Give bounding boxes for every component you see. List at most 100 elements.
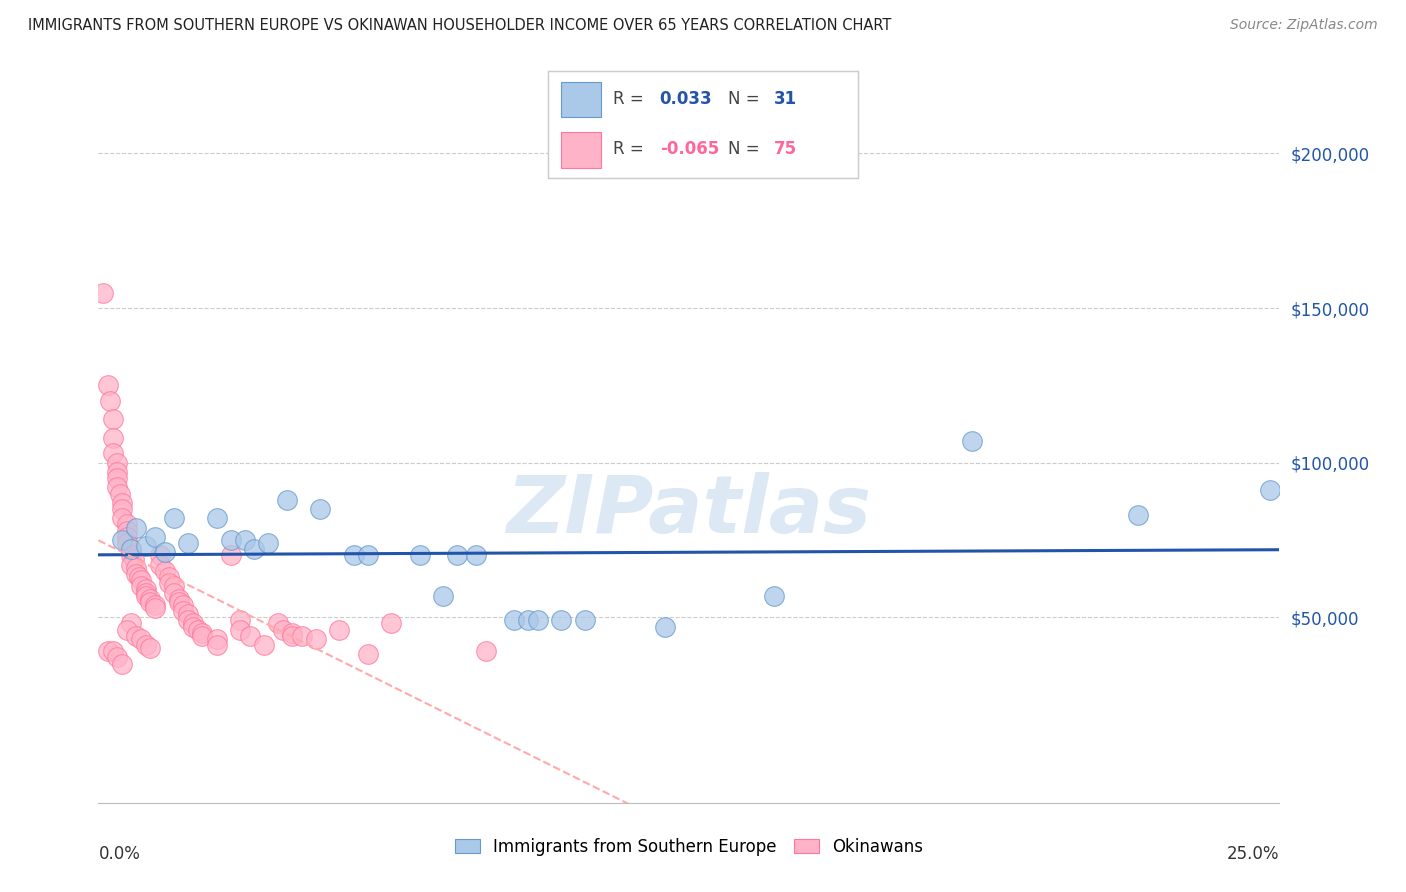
Point: [97, 378, 120, 392]
Point: [125, 520, 148, 534]
Point: [111, 657, 134, 671]
Point: [526, 613, 548, 627]
Point: [163, 579, 186, 593]
Point: [135, 582, 157, 597]
Text: Source: ZipAtlas.com: Source: ZipAtlas.com: [1230, 18, 1378, 32]
Point: [115, 524, 138, 538]
Point: [128, 570, 150, 584]
Point: [101, 446, 124, 460]
Point: [111, 496, 134, 510]
Point: [503, 613, 526, 627]
Text: N =: N =: [728, 90, 765, 108]
Point: [101, 412, 124, 426]
Point: [219, 549, 242, 563]
Point: [101, 644, 124, 658]
Point: [1258, 483, 1281, 498]
Point: [143, 530, 166, 544]
Point: [357, 549, 380, 563]
Point: [205, 638, 228, 652]
Point: [105, 471, 128, 485]
Point: [157, 576, 180, 591]
Point: [309, 502, 332, 516]
Point: [139, 595, 162, 609]
Point: [229, 623, 252, 637]
Text: 25.0%: 25.0%: [1227, 845, 1279, 863]
Point: [135, 589, 157, 603]
Point: [281, 629, 304, 643]
Point: [550, 613, 572, 627]
Point: [111, 533, 134, 547]
Point: [121, 558, 143, 572]
Point: [139, 641, 162, 656]
Point: [91, 285, 114, 300]
Point: [97, 644, 120, 658]
Point: [129, 579, 152, 593]
Text: 31: 31: [775, 90, 797, 108]
Point: [139, 591, 162, 606]
Point: [135, 638, 157, 652]
Point: [243, 542, 266, 557]
Point: [121, 616, 143, 631]
Point: [475, 644, 498, 658]
Point: [181, 616, 204, 631]
Point: [342, 549, 364, 563]
Point: [125, 629, 148, 643]
Point: [172, 604, 194, 618]
Text: 75: 75: [775, 141, 797, 159]
Point: [357, 648, 380, 662]
Point: [129, 573, 152, 587]
Point: [187, 623, 209, 637]
Text: 0.033: 0.033: [659, 90, 713, 108]
Point: [762, 589, 785, 603]
Point: [177, 536, 200, 550]
Point: [167, 591, 190, 606]
Point: [115, 530, 138, 544]
Point: [125, 566, 148, 581]
Point: [163, 585, 186, 599]
Point: [267, 616, 290, 631]
Point: [229, 613, 252, 627]
Point: [163, 511, 186, 525]
Point: [98, 393, 121, 408]
Point: [432, 589, 454, 603]
Point: [105, 465, 128, 479]
Point: [115, 623, 138, 637]
Point: [143, 598, 166, 612]
Point: [125, 561, 148, 575]
Point: [108, 486, 131, 500]
Point: [122, 551, 145, 566]
Point: [191, 625, 214, 640]
Text: 0.0%: 0.0%: [98, 845, 141, 863]
Point: [962, 434, 984, 448]
Point: [105, 650, 128, 665]
Text: -0.065: -0.065: [659, 141, 718, 159]
Text: IMMIGRANTS FROM SOUTHERN EUROPE VS OKINAWAN HOUSEHOLDER INCOME OVER 65 YEARS COR: IMMIGRANTS FROM SOUTHERN EUROPE VS OKINA…: [28, 18, 891, 33]
Point: [115, 536, 138, 550]
Point: [153, 564, 176, 578]
Point: [167, 595, 190, 609]
Point: [253, 638, 276, 652]
Point: [205, 632, 228, 646]
Point: [129, 632, 152, 646]
Point: [257, 536, 280, 550]
Point: [191, 629, 214, 643]
Bar: [561, 132, 600, 168]
Point: [233, 533, 256, 547]
Point: [446, 549, 468, 563]
Point: [205, 511, 228, 525]
Point: [101, 431, 124, 445]
Point: [281, 625, 304, 640]
Point: [111, 511, 134, 525]
Point: [517, 613, 540, 627]
Point: [380, 616, 402, 631]
Point: [153, 545, 176, 559]
Bar: [561, 82, 600, 118]
Point: [143, 601, 166, 615]
Point: [1126, 508, 1149, 523]
Point: [465, 549, 488, 563]
Point: [574, 613, 596, 627]
Point: [172, 598, 194, 612]
Point: [121, 549, 143, 563]
Point: [239, 629, 262, 643]
Point: [654, 619, 676, 633]
